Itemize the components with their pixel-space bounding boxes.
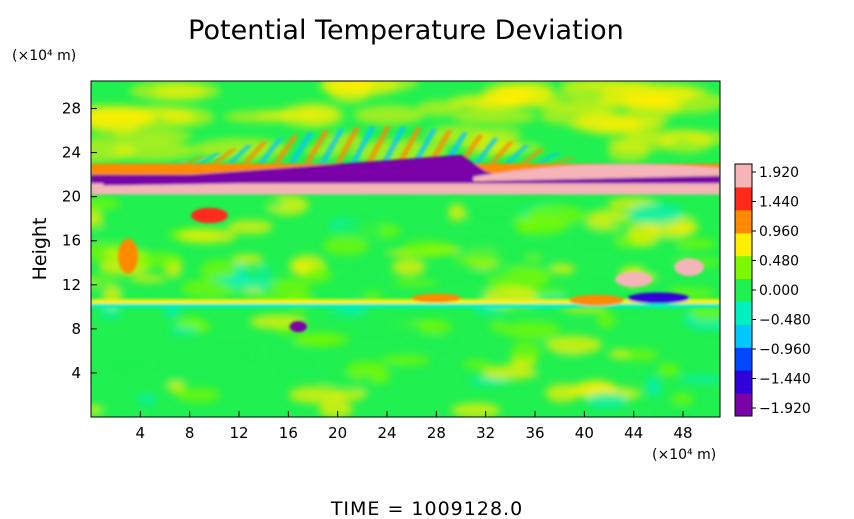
x-tick-label: 28 [427,424,446,442]
colorbar-swatch [735,370,752,394]
x-axis-ticks: 4 8 12 16 20 24 28 32 36 40 44 48 [136,411,693,442]
colorbar-tick-label: 0.480 [759,254,799,270]
colorbar-labels: 1.920 1.440 0.960 0.480 0.000 −0.480 −0.960 −1.… [752,165,811,417]
x-tick-label: 20 [328,424,347,442]
x-tick-label: 8 [185,424,195,442]
x-tick-label: 36 [525,424,544,442]
anomaly-blob [118,238,138,274]
anomaly-blob [627,292,690,304]
time-label: TIME = 1009128.0 [330,498,523,519]
colorbar-tick-label: 1.920 [759,165,799,181]
heatmap-field [91,81,720,417]
y-axis-label: Height [29,218,51,281]
x-tick-label: 48 [673,424,692,442]
x-tick-label: 12 [229,424,248,442]
x-tick-label: 16 [279,424,298,442]
y-axis-ticks: 4 8 12 16 20 24 28 [62,100,97,382]
colorbar-swatch [735,164,752,188]
y-tick-label: 24 [62,144,81,162]
y-tick-label: 8 [71,320,81,338]
x-tick-label: 4 [136,424,146,442]
colorbar-swatch [735,186,752,211]
warm-tongue [473,164,720,182]
y-tick-label: 28 [62,100,81,118]
anomaly-blob [190,207,228,224]
cold-wedge [103,154,511,186]
colorbar-swatch [735,393,752,417]
anomaly-blob [674,258,704,276]
y-tick-label: 4 [71,364,81,382]
feature-band-3 [91,299,720,304]
colorbar-tick-label: 0.000 [759,283,799,299]
lower-turbulence [91,195,720,417]
colorbar-swatch [735,347,752,371]
y-tick-label: 16 [62,232,81,250]
anomaly-blob [411,293,462,303]
colorbar-tick-label: 1.440 [759,195,799,211]
feature-band-4 [91,303,720,308]
colorbar-tick-label: −0.480 [759,313,811,329]
colorbar-tick-label: −1.440 [759,372,811,388]
anomaly-blob [289,321,307,333]
chart-title: Potential Temperature Deviation [188,15,624,46]
colorbar-swatch [735,301,752,325]
x-tick-label: 24 [377,424,396,442]
colorbar-tick-label: −0.960 [759,342,811,358]
anomaly-blob [615,271,653,288]
x-tick-label: 32 [476,424,495,442]
x-axis-unit: (×10⁴ m) [652,447,716,463]
colorbar-swatch [735,278,752,302]
colorbar-tick-label: 0.960 [759,224,799,240]
colorbar-swatch [735,324,752,348]
y-axis-unit: (×10⁴ m) [12,48,76,64]
colorbar [734,163,753,417]
feature-band-1 [91,183,720,195]
y-tick-label: 20 [62,188,81,206]
x-tick-label: 44 [624,424,643,442]
y-tick-label: 12 [62,276,81,294]
plot-frame [90,80,721,418]
anomaly-blob [569,294,624,306]
wave-ripples [165,126,577,164]
colorbar-swatch [735,232,752,257]
x-tick-label: 40 [575,424,594,442]
colorbar-swatch [735,209,752,234]
colorbar-tick-label: −1.920 [759,401,811,417]
upper-region [91,81,720,164]
colorbar-swatch [735,255,752,280]
